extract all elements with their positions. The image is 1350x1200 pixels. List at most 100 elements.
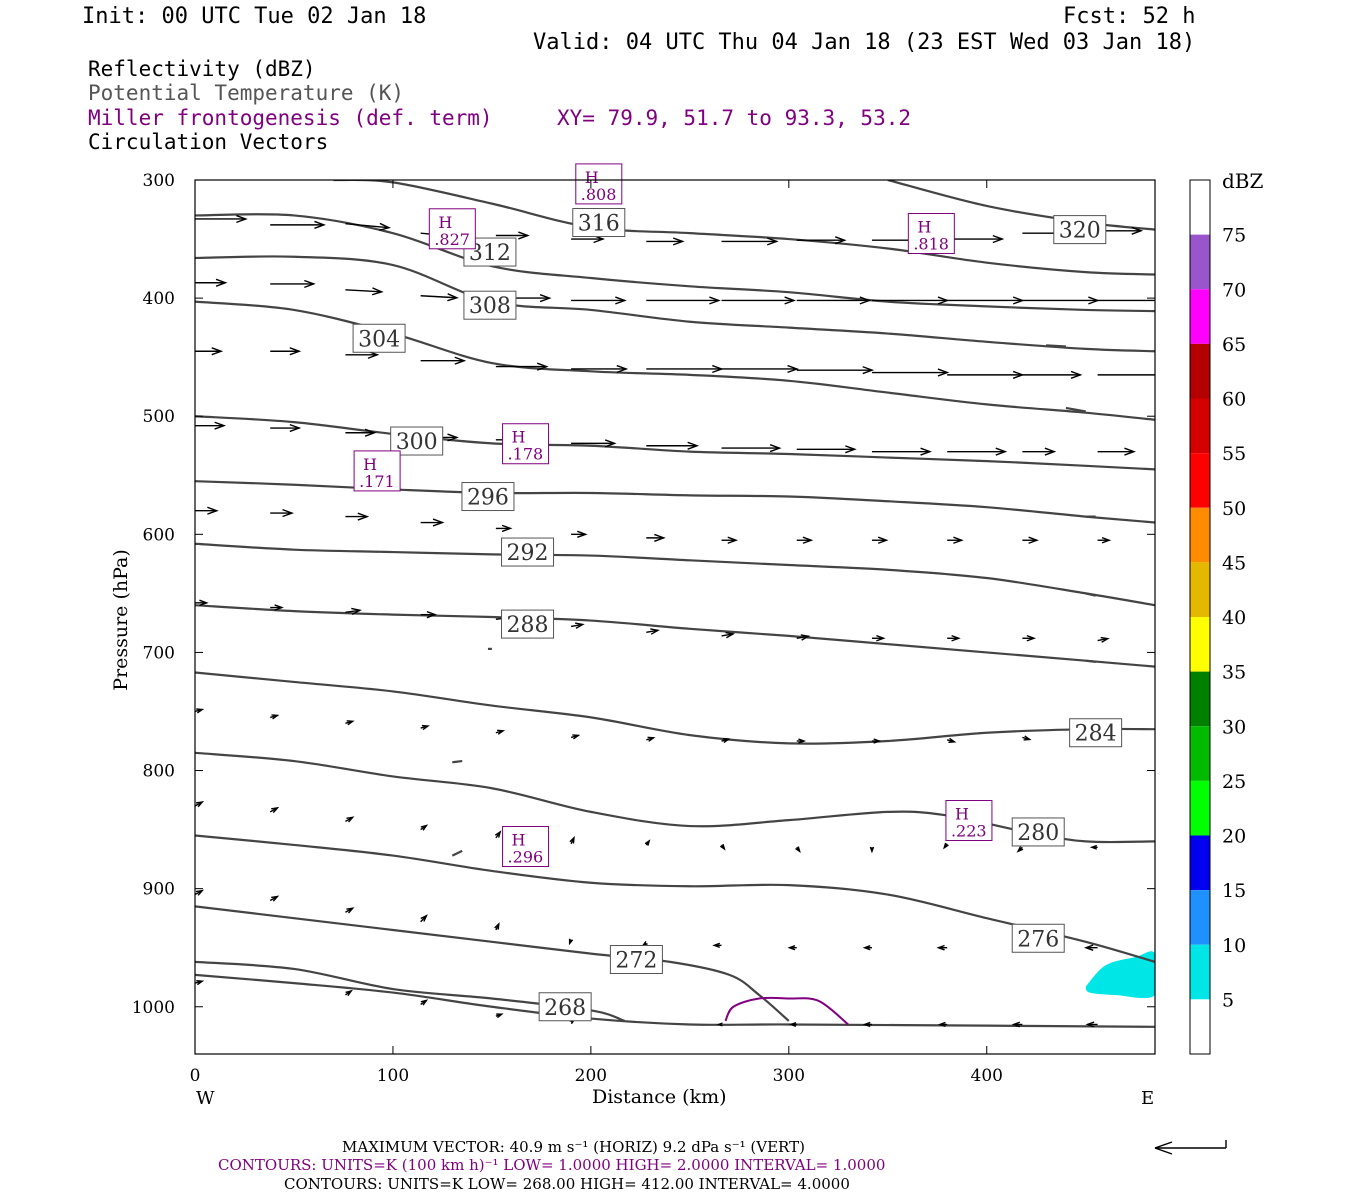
colorbar-swatch-10 xyxy=(1190,726,1210,781)
theta-label-308: 308 xyxy=(463,290,517,320)
vector-26 xyxy=(195,347,224,356)
vector-87 xyxy=(871,738,882,744)
vector-41 xyxy=(345,428,377,437)
vector-118 xyxy=(345,989,353,997)
theta-contour-292 xyxy=(1085,592,1096,597)
x-axis-label: Distance (km) xyxy=(592,1086,727,1108)
svg-text:276: 276 xyxy=(1017,927,1059,952)
vector-51 xyxy=(1097,447,1136,456)
vector-74 xyxy=(871,634,886,642)
vector-72 xyxy=(721,631,736,639)
colorbar-label-45: 45 xyxy=(1222,552,1246,574)
vector-34 xyxy=(796,366,875,375)
theta-contour-316 xyxy=(333,180,1155,276)
colorbar-swatch-12 xyxy=(1190,835,1210,891)
vector-80 xyxy=(345,720,355,726)
theta-contour-276 xyxy=(195,834,1155,963)
vector-99 xyxy=(795,846,801,853)
max-vector-text: MAXIMUM VECTOR: 40.9 m s⁻¹ (HORIZ) 9.2 d… xyxy=(342,1138,805,1156)
init-time: Init: 00 UTC Tue 02 Jan 18 xyxy=(82,4,427,29)
svg-text:.178: .178 xyxy=(508,445,544,464)
vector-45 xyxy=(646,441,700,450)
vector-91 xyxy=(195,800,205,808)
vector-15 xyxy=(345,287,384,296)
vector-100 xyxy=(869,846,875,854)
fronto-high-3: H.178 xyxy=(502,423,550,465)
contours-theta: CONTOURS: UNITS=K LOW= 268.00 HIGH= 412.… xyxy=(284,1175,850,1193)
vector-56 xyxy=(495,524,513,533)
vector-47 xyxy=(796,445,857,454)
colorbar-swatch-2 xyxy=(1190,289,1210,344)
y-tick-label-1000: 1000 xyxy=(132,998,175,1018)
theta-contour-268 xyxy=(195,973,1155,1028)
vector-113 xyxy=(862,945,872,951)
vector-29 xyxy=(420,356,467,365)
vector-46 xyxy=(721,444,782,453)
svg-text:320: 320 xyxy=(1059,219,1101,244)
colorbar-label-15: 15 xyxy=(1222,880,1246,902)
vector-86 xyxy=(796,738,807,744)
vector-40 xyxy=(270,423,302,433)
y-axis-label: Pressure (hPa) xyxy=(110,549,132,691)
colorbar-swatch-9 xyxy=(1190,671,1210,727)
theta-contour-296 xyxy=(195,480,1155,524)
vector-104 xyxy=(195,889,205,896)
vector-35 xyxy=(871,368,950,377)
theta-label-300: 300 xyxy=(390,426,444,456)
colorbar-label-20: 20 xyxy=(1222,826,1246,848)
vector-94 xyxy=(420,824,429,831)
theta-contour-276 xyxy=(451,849,463,857)
theta-contour-312 xyxy=(195,213,1155,313)
svg-text:H: H xyxy=(955,805,969,824)
theta-label-268: 268 xyxy=(538,992,592,1022)
fronto-high-4: H.171 xyxy=(353,450,401,492)
vector-48 xyxy=(871,447,932,456)
vector-4 xyxy=(495,231,530,240)
colorbar-label-5: 5 xyxy=(1222,989,1234,1011)
vector-20 xyxy=(721,296,797,305)
vector-13 xyxy=(195,278,228,287)
vector-58 xyxy=(646,533,666,542)
vector-83 xyxy=(570,734,581,740)
theta-contour-292 xyxy=(195,542,1155,607)
vector-24 xyxy=(1022,296,1100,305)
valid-time: Valid: 04 UTC Thu 04 Jan 18 (23 EST Wed … xyxy=(533,30,1196,55)
max-vector-arrow xyxy=(1154,1140,1227,1155)
vector-116 xyxy=(1083,944,1098,951)
colorbar-label-60: 60 xyxy=(1222,389,1246,411)
vector-37 xyxy=(1022,370,1083,379)
colorbar-swatch-1 xyxy=(1190,234,1210,290)
x-tick-label-0: 0 xyxy=(190,1066,201,1086)
theta-label-272: 272 xyxy=(609,945,663,975)
colorbar-swatch-4 xyxy=(1190,398,1210,454)
svg-text:308: 308 xyxy=(469,294,511,319)
x-tick-label-100: 100 xyxy=(377,1066,409,1086)
colorbar-label-35: 35 xyxy=(1222,662,1246,684)
theta-label-316: 316 xyxy=(572,208,626,238)
theta-label-288: 288 xyxy=(501,609,555,639)
vector-125 xyxy=(937,1021,948,1028)
vector-93 xyxy=(345,816,355,823)
vector-31 xyxy=(571,364,629,374)
vector-67 xyxy=(345,607,362,616)
y-tick-label-600: 600 xyxy=(143,525,175,545)
theta-contour-284 xyxy=(195,671,1155,745)
vector-75 xyxy=(947,634,961,642)
svg-text:280: 280 xyxy=(1017,821,1059,846)
colorbar-swatch-15 xyxy=(1190,999,1210,1054)
vector-1 xyxy=(270,220,326,229)
fronto-high-5: H.296 xyxy=(502,825,550,867)
vector-77 xyxy=(1097,636,1110,643)
vector-53 xyxy=(270,508,295,518)
theta-label-276: 276 xyxy=(1011,923,1065,953)
vector-85 xyxy=(721,737,731,744)
colorbar-title: dBZ xyxy=(1222,169,1264,193)
contours-fronto: CONTOURS: UNITS=K (100 km h)⁻¹ LOW= 1.00… xyxy=(218,1156,886,1174)
plot-frame xyxy=(194,179,1156,1055)
vector-38 xyxy=(1097,374,1155,376)
vector-49 xyxy=(947,447,1008,456)
colorbar-swatch-5 xyxy=(1190,453,1210,508)
theta-label-292: 292 xyxy=(501,537,555,567)
vector-111 xyxy=(712,942,722,949)
vector-122 xyxy=(716,1022,723,1027)
